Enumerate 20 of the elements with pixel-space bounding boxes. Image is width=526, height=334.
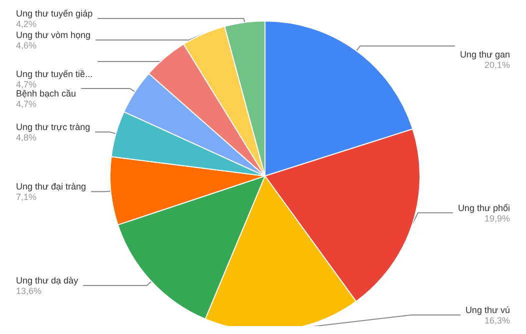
slice-label: Ung thư tuyến giáp	[16, 8, 93, 18]
data-label: 7,1%	[16, 192, 37, 202]
slice-label: Ung thư vú	[465, 305, 510, 315]
slice-label: Ung thư tuyến tiề...	[16, 69, 93, 79]
slice-label: Ung thư phổi	[458, 202, 510, 213]
data-label: 4,7%	[16, 80, 37, 90]
slice-label: Bệnh bạch cầu	[16, 88, 76, 98]
data-label: 13,6%	[16, 286, 42, 296]
data-label: 20,1%	[484, 60, 510, 70]
slice-label: Ung thư đại tràng	[16, 182, 86, 192]
data-label: 4,2%	[16, 19, 37, 29]
slice-label: Ung thư trực tràng	[16, 122, 90, 132]
data-label: 16,3%	[484, 316, 510, 326]
slice-label: Ung thư vòm họng	[16, 30, 91, 40]
data-label: 4,7%	[16, 99, 37, 109]
slice-label: Ung thư gan	[460, 50, 510, 60]
data-label: 19,9%	[484, 213, 510, 224]
slice-label: Ung thư dạ dày	[16, 275, 79, 286]
data-label: 4,8%	[16, 132, 37, 143]
data-label: 4,6%	[16, 40, 37, 50]
